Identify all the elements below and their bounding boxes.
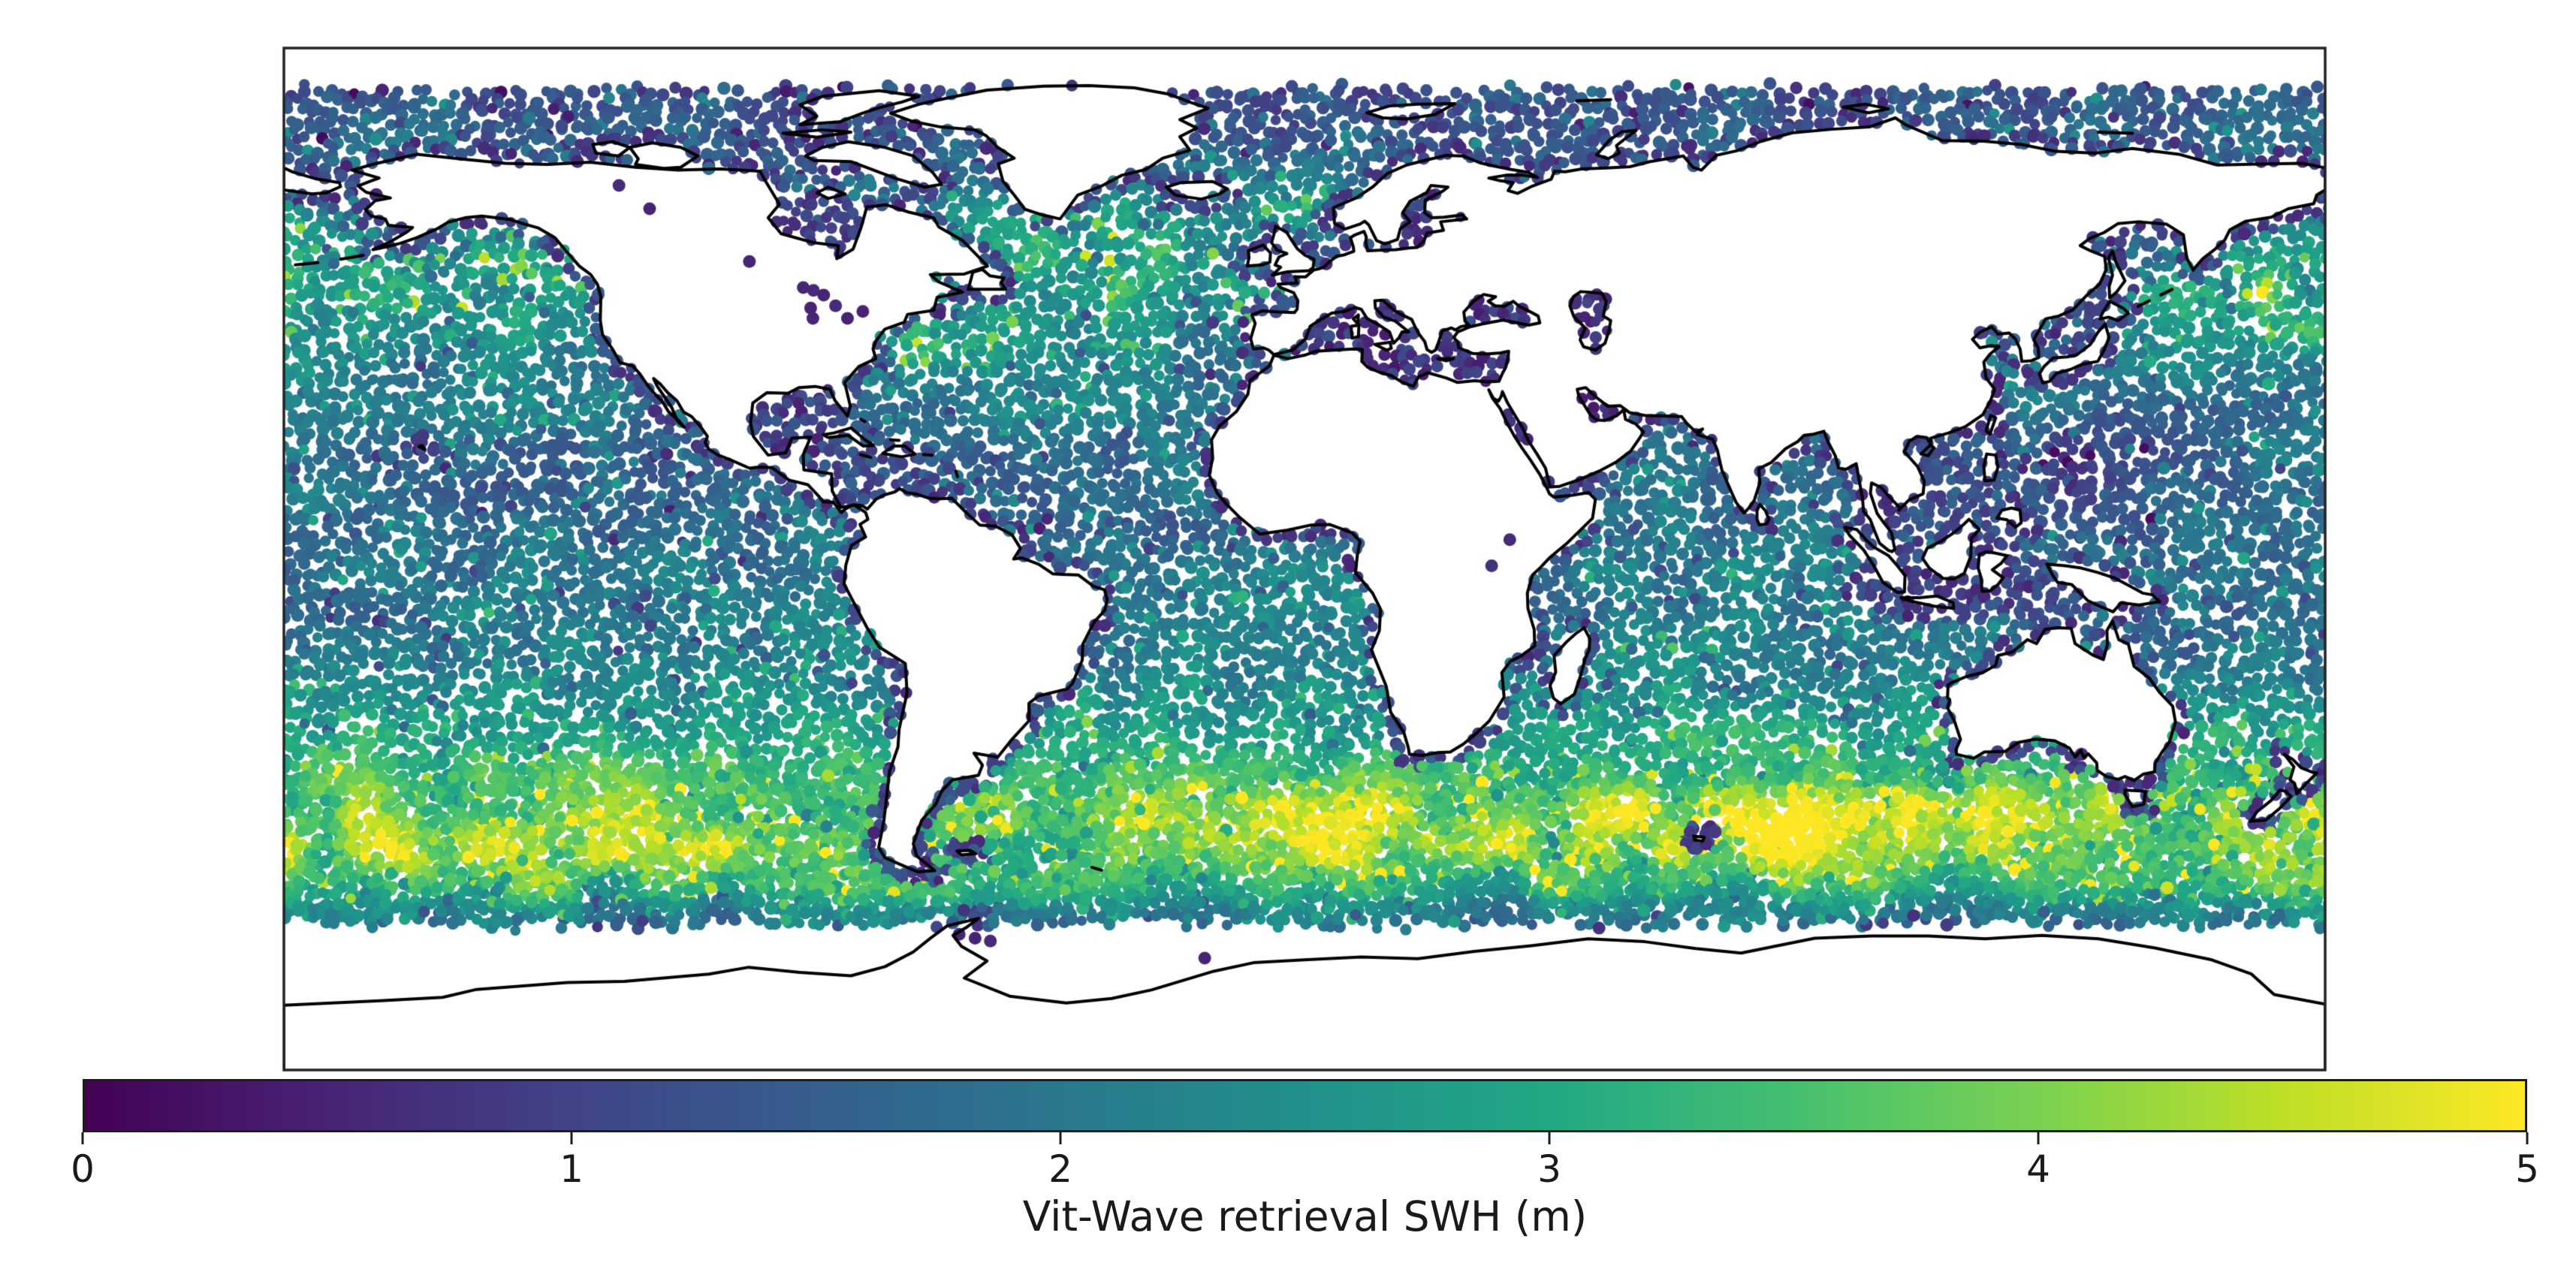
tick-label: 0: [71, 1147, 95, 1191]
tick-mark-icon: [2037, 1132, 2040, 1144]
tick-mark-icon: [81, 1132, 84, 1144]
tick-label: 4: [2026, 1147, 2050, 1191]
tick-mark-icon: [1548, 1132, 1551, 1144]
colorbar-gradient: [83, 1079, 2527, 1132]
tick-label: 1: [560, 1147, 584, 1191]
tick-mark-icon: [570, 1132, 573, 1144]
tick-label: 2: [1048, 1147, 1072, 1191]
colorbar-axis-label: Vit-Wave retrieval SWH (m): [1022, 1192, 1588, 1240]
tick-label: 3: [1537, 1147, 1561, 1191]
tick-label: 5: [2515, 1147, 2539, 1191]
tick-mark-icon: [1059, 1132, 1062, 1144]
tick-mark-icon: [2526, 1132, 2529, 1144]
colorbar: 0 1 2 3 4 5: [71, 1079, 2539, 1190]
